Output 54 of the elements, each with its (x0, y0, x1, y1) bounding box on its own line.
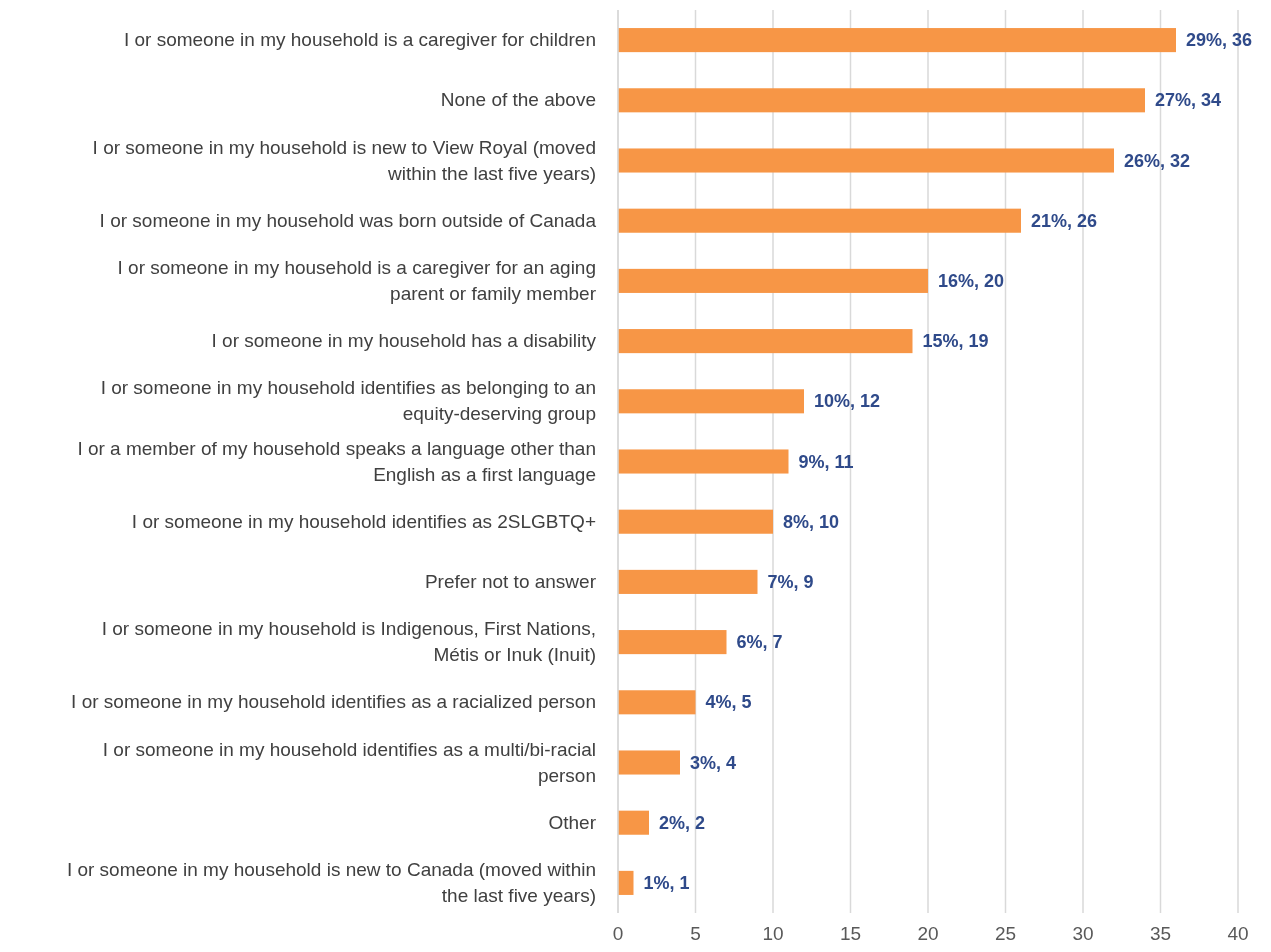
data-label: 16%, 20 (938, 270, 1005, 291)
data-label: 2%, 2 (659, 812, 706, 833)
bar (618, 569, 758, 594)
y-tick-label: None of the above (440, 89, 596, 111)
x-tick-label: 30 (1072, 923, 1094, 944)
x-tick-label: 5 (690, 923, 701, 944)
bar (618, 509, 773, 534)
data-label: 26%, 32 (1124, 150, 1191, 171)
x-tick-label: 35 (1149, 923, 1172, 944)
data-label: 29%, 36 (1186, 30, 1253, 51)
y-tick-label: I or someone in my household is a caregiver for children (123, 29, 596, 51)
y-tick-label: I or someone in my household is a caregiver for an aging parent or family member (117, 256, 597, 304)
data-label: 10%, 12 (814, 391, 881, 412)
bar (618, 870, 634, 895)
bar (618, 208, 1021, 233)
y-tick-label: I or someone in my household is new to View Royal (moved within the last five years) (92, 136, 596, 184)
bar (618, 449, 789, 474)
data-label: 15%, 19 (922, 331, 989, 352)
data-label: 27%, 34 (1155, 90, 1222, 111)
bar (618, 28, 1176, 53)
y-tick-label: I or a member of my household speaks a language other than English as a first language (77, 437, 596, 485)
y-tick-label: I or someone in my household has a disability (211, 330, 597, 352)
bar (618, 268, 928, 293)
bar (618, 148, 1114, 173)
data-label: 21%, 26 (1031, 210, 1098, 231)
y-tick-label: I or someone in my household identifies as belonging to an equity-deserving group (100, 377, 596, 425)
y-tick-label: I or someone in my household identifies as a multi/bi-racial person (102, 738, 596, 786)
x-tick-label: 25 (994, 923, 1017, 944)
y-tick-label: I or someone in my household is new to Canada (moved within the last five years) (66, 858, 596, 906)
data-label: 3%, 4 (690, 752, 737, 773)
x-tick-label: 0 (612, 923, 624, 944)
x-tick-label: 15 (839, 923, 862, 944)
bar (618, 690, 696, 715)
x-tick-label: 20 (917, 923, 939, 944)
y-tick-label: I or someone in my household was born outside of Canada (99, 209, 597, 231)
bar (618, 389, 804, 414)
data-label: 9%, 11 (798, 451, 854, 472)
bar (618, 750, 680, 775)
x-tick-label: 10 (762, 923, 784, 944)
bar (618, 630, 727, 655)
bar (618, 810, 649, 835)
y-tick-label: I or someone in my household identifies as 2SLGBTQ+ (131, 510, 596, 532)
data-label: 8%, 10 (783, 511, 840, 532)
y-tick-label: Other (548, 811, 597, 833)
data-label: 4%, 5 (705, 692, 752, 713)
data-label: 1%, 1 (643, 872, 690, 893)
y-tick-label: I or someone in my household is Indigenous, First Nations, Métis or Inuk (Inuit) (101, 618, 596, 666)
bar (618, 88, 1145, 113)
y-tick-label: I or someone in my household identifies as a racialized person (71, 691, 596, 713)
data-label: 7%, 9 (767, 571, 814, 592)
y-tick-label: Prefer not to answer (424, 570, 597, 592)
x-tick-label: 40 (1227, 923, 1249, 944)
data-label: 6%, 7 (736, 632, 783, 653)
bar (618, 329, 913, 354)
